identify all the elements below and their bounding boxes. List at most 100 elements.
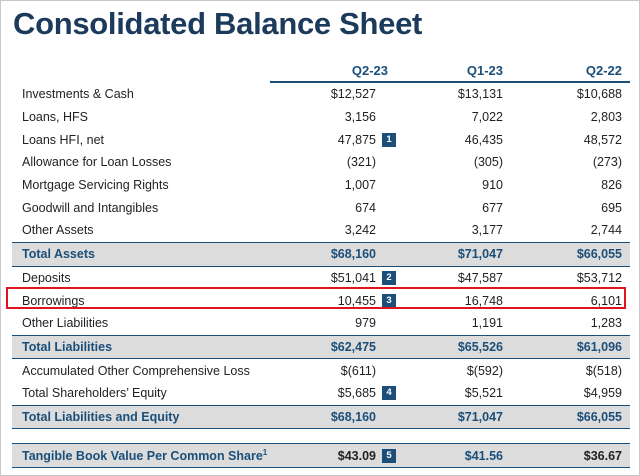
cell-text: 3,242 [344,223,376,238]
cell-text: $61,096 [576,339,622,354]
row-label: Mortgage Servicing Rights [22,178,169,193]
footnote-badge: 5 [382,448,396,463]
cell-value: $12,527 [270,82,396,106]
spacer-row [12,428,630,444]
cell-value: $10,688 [511,82,630,106]
header-row: Q2-23 Q1-23 Q2-22 [12,60,630,83]
cell-text: 10,455 [337,293,376,308]
cell-text: 674 [355,200,376,215]
cell-value: $(518) [511,359,630,382]
row-label: Other Liabilities [22,316,109,331]
cell-text: $(518) [585,363,622,378]
row-label: Accumulated Other Comprehensive Loss [22,363,250,378]
cell-value: $5,685 4 [270,382,396,405]
footnote-badge: 2 [382,270,396,285]
total-row: Total Liabilities and Equity $68,160 $71,0… [12,404,630,430]
cell-value: $71,047 [396,241,511,267]
balance-sheet-table: Q2-23 Q1-23 Q2-22 Investments & Cash $12,… [12,60,630,469]
row-label: Total Assets [12,241,270,267]
cell-text: $5,685 [337,386,376,401]
cell-text: 46,435 [464,132,503,147]
cell-text: $53,712 [576,270,622,285]
table-row: Deposits $51,041 2 $47,587 $53,712 [12,266,630,289]
cell-value: 48,572 [511,128,630,151]
table-row: Goodwill and Intangibles 674 677 695 [12,196,630,219]
cell-text: 826 [601,178,622,193]
cell-value: 1,191 [396,312,511,335]
cell-value: (305) [396,151,511,174]
cell-text: $13,131 [457,87,503,102]
cell-text: $51,041 [330,270,376,285]
column-header: Q2-23 [270,60,396,83]
cell-value: 16,748 [396,289,511,312]
cell-text: 6,101 [590,293,622,308]
cell-value: 1,283 [511,312,630,335]
row-label: Total Liabilities [12,334,270,360]
spacer-cell [270,428,396,444]
cell-value: 695 [511,196,630,219]
cell-value: $71,047 [396,404,511,430]
cell-value: 3,177 [396,219,511,242]
cell-text: 695 [601,200,622,215]
cell-text: $68,160 [330,409,376,424]
cell-value: $43.09 5 [270,443,396,469]
cell-value: 910 [396,174,511,197]
cell-text: 910 [482,178,503,193]
cell-value: 979 [270,312,396,335]
row-label: Loans, HFS [22,110,89,125]
cell-text: 3,156 [344,110,376,125]
tbv-label: Tangible Book Value Per Common Share [22,449,263,464]
cell-text: $68,160 [330,247,376,262]
cell-value: 6,101 [511,289,630,312]
cell-value: (273) [511,151,630,174]
footnote-badge: 1 [382,132,396,147]
cell-value: $53,712 [511,266,630,289]
cell-text: 3,177 [471,223,503,238]
cell-value: (321) [270,151,396,174]
cell-text: 677 [482,200,503,215]
row-label: Allowance for Loan Losses [22,155,172,170]
cell-text: $10,688 [576,87,622,102]
table-row: Total Shareholders’ Equity $5,685 4 $5,521 $… [12,382,630,405]
cell-text: 1,283 [590,316,622,331]
cell-value: 47,875 1 [270,128,396,151]
cell-text: $66,055 [576,247,622,262]
cell-text: $47,587 [457,270,503,285]
footnote-badge: 4 [382,386,396,401]
row-label: Deposits [22,270,71,285]
cell-value: $66,055 [511,404,630,430]
row-label: Total Shareholders’ Equity [22,386,167,401]
table-row: Loans, HFS 3,156 7,022 2,803 [12,106,630,129]
cell-text: (273) [592,155,622,170]
table-row: Loans HFI, net 47,875 1 46,435 48,572 [12,128,630,151]
cell-value: $68,160 [270,241,396,267]
table-row: Allowance for Loan Losses (321) (305) (273) [12,151,630,174]
cell-value: $13,131 [396,82,511,106]
cell-value: $(611) [270,359,396,382]
cell-text: 47,875 [337,132,376,147]
cell-text: 48,572 [583,132,622,147]
cell-text: $66,055 [576,409,622,424]
column-header: Q2-22 [511,60,630,83]
page-title: Consolidated Balance Sheet [13,6,423,41]
tbv-row: Tangible Book Value Per Common Share1 $43… [12,443,630,469]
cell-text: $41.56 [464,448,503,463]
cell-value: $61,096 [511,334,630,360]
cell-value: $68,160 [270,404,396,430]
cell-text: 7,022 [471,110,503,125]
cell-text: 2,744 [590,223,622,238]
cell-text: $71,047 [457,247,503,262]
cell-value: 2,744 [511,219,630,242]
table-row: Other Liabilities 979 1,191 1,283 [12,312,630,335]
spacer-cell [511,428,630,444]
table-row: Accumulated Other Comprehensive Loss $(61… [12,359,630,382]
row-label: Tangible Book Value Per Common Share1 [12,443,270,469]
cell-text: $36.67 [583,448,622,463]
table-row: Borrowings 10,455 3 16,748 6,101 [12,289,630,312]
cell-value: 7,022 [396,106,511,129]
cell-text: $5,521 [464,386,503,401]
cell-value: 826 [511,174,630,197]
cell-text: $(611) [340,363,376,378]
cell-text: $62,475 [330,339,376,354]
cell-text: 1,191 [471,316,503,331]
